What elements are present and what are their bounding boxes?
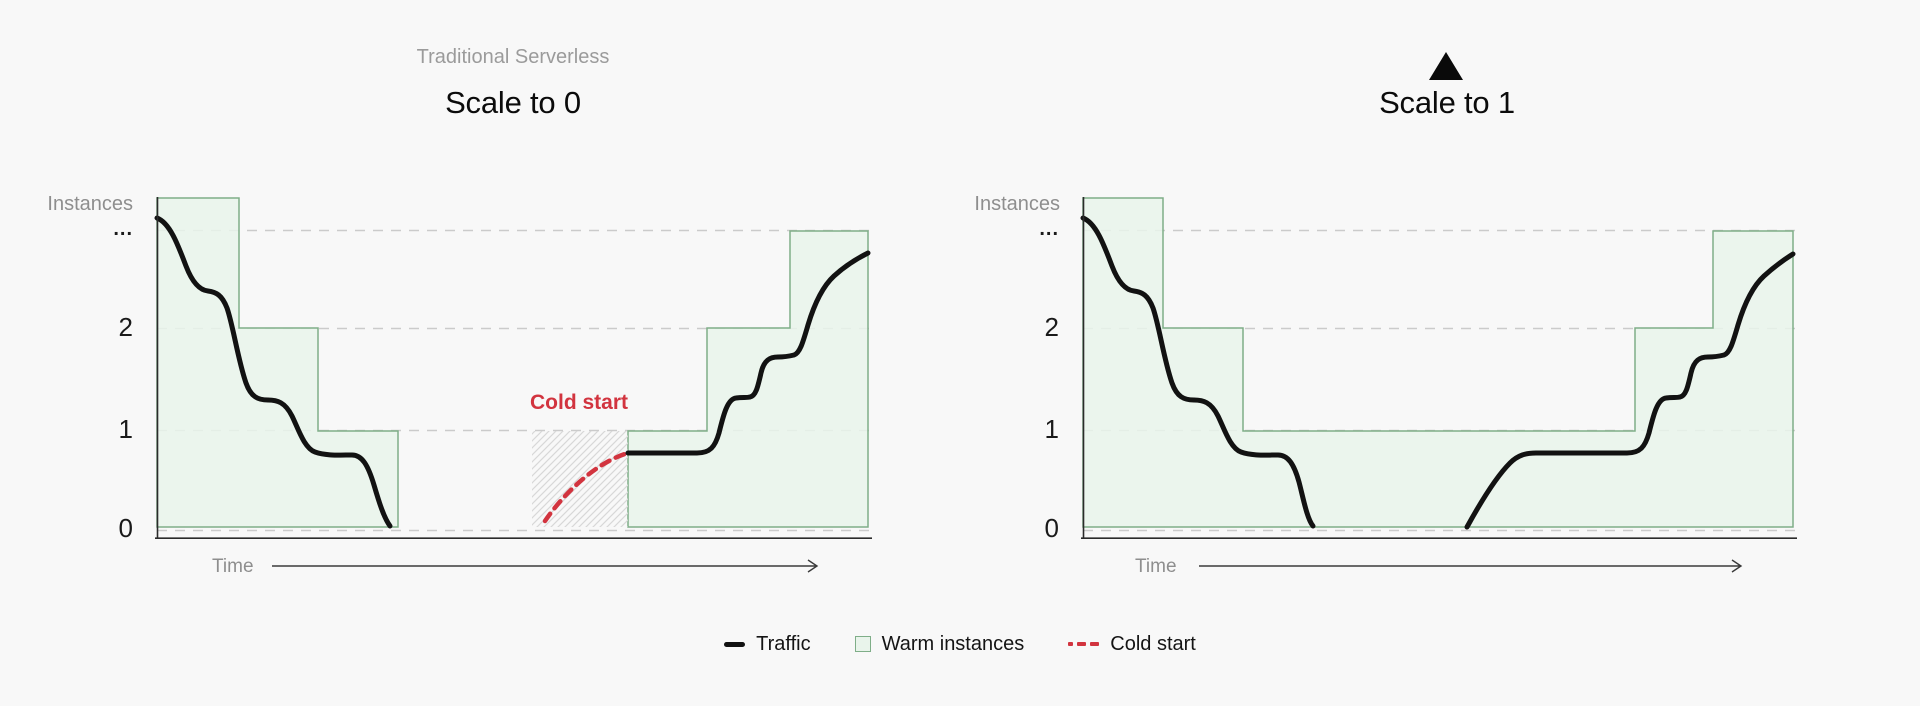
time-arrow <box>272 559 819 573</box>
legend-label-traffic: Traffic <box>756 633 811 655</box>
legend-label-cold-start: Cold start <box>1110 633 1196 655</box>
y-tick-0: 0 <box>119 513 133 543</box>
y-tick-1: 1 <box>119 414 133 444</box>
vercel-triangle-logo <box>1429 52 1463 80</box>
legend: Traffic Warm instances Cold start <box>0 628 1920 660</box>
cold-start-annotation: Cold start <box>530 391 628 414</box>
time-arrow <box>1199 559 1743 573</box>
legend-label-warm-instances: Warm instances <box>881 633 1025 655</box>
y-tick-2: 2 <box>119 312 133 342</box>
traffic-line <box>154 215 871 529</box>
legend-item-traffic: Traffic <box>724 632 811 656</box>
right-chart-title: Scale to 1 <box>1379 85 1515 120</box>
x-axis-label: Time <box>1135 556 1177 577</box>
time-axis: Time <box>212 556 819 577</box>
traffic-line <box>1080 215 1796 530</box>
legend-item-warm-instances: Warm instances <box>854 632 1025 656</box>
warm-instances-area <box>156 197 869 528</box>
y-axis-label: Instances <box>974 193 1060 215</box>
y-tick-0: 0 <box>1045 513 1059 543</box>
scale-to-1-plot: Instances ... 2 1 0 Time <box>974 193 1797 577</box>
time-axis: Time <box>1135 556 1743 577</box>
y-tick-1: 1 <box>1045 414 1059 444</box>
x-axis-label: Time <box>212 556 254 577</box>
traffic-line-swatch <box>724 641 746 647</box>
scale-to-0-plot: Instances ... 2 1 0 Cold start Time <box>47 193 872 577</box>
cold-start-swatch <box>1068 641 1100 647</box>
y-tick-top: ... <box>1039 218 1059 240</box>
axes <box>155 197 872 539</box>
y-axis-label: Instances <box>47 193 133 215</box>
cold-start-dashed-curve <box>542 450 631 524</box>
warm-instances-area <box>1082 197 1794 528</box>
left-chart-title: Scale to 0 <box>445 85 581 120</box>
axes <box>1081 197 1797 539</box>
legend-item-cold-start: Cold start <box>1068 632 1196 656</box>
left-chart-subtitle: Traditional Serverless <box>416 46 610 68</box>
y-tick-top: ... <box>113 218 133 240</box>
warm-instances-swatch <box>854 636 871 652</box>
y-tick-2: 2 <box>1045 312 1059 342</box>
